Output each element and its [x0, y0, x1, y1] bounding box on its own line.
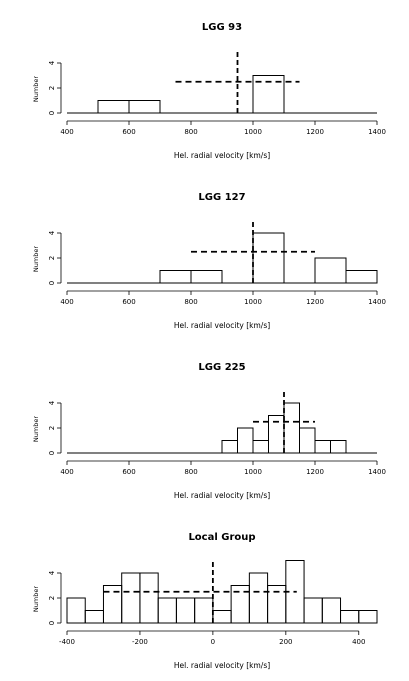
- y-tick-label: 4: [48, 400, 56, 405]
- chart-title: LGG 225: [198, 362, 245, 373]
- histogram-bar: [252, 232, 285, 284]
- x-axis-label: Hel. radial velocity [km/s]: [174, 491, 270, 500]
- histogram-bar: [299, 427, 316, 454]
- y-tick-label: 0: [48, 451, 56, 455]
- x-tick-label: 1200: [306, 468, 324, 476]
- x-tick-label: -200: [132, 638, 148, 646]
- histogram-bar: [303, 597, 323, 624]
- x-tick-label: 1000: [244, 128, 262, 136]
- x-tick-label: 600: [122, 128, 135, 136]
- x-tick-label: 1400: [368, 468, 386, 476]
- y-tick-label: 2: [48, 426, 56, 430]
- histogram-bar: [97, 100, 130, 114]
- x-tick-label: 1200: [306, 128, 324, 136]
- chart-title: LGG 93: [202, 22, 242, 33]
- x-tick-label: 600: [122, 298, 135, 306]
- x-tick-label: 400: [60, 468, 73, 476]
- histogram-bar: [128, 100, 161, 114]
- histogram-bar: [314, 257, 347, 284]
- histogram-bar: [283, 402, 300, 454]
- histogram-bar: [221, 440, 238, 454]
- histogram-bar: [248, 572, 269, 624]
- y-tick-label: 0: [48, 281, 56, 285]
- histogram-bar: [340, 610, 360, 624]
- histogram-panel-2: LGG 127 0 2 4 Number 400 600 800 1000 1200 1400 Hel…: [32, 192, 386, 330]
- y-tick-label: 4: [48, 60, 56, 65]
- x-tick-label: 600: [122, 468, 135, 476]
- y-tick-label: 4: [48, 570, 56, 575]
- histogram-bar: [139, 572, 159, 624]
- histogram-bar: [321, 597, 342, 624]
- x-tick-label: 200: [279, 638, 292, 646]
- x-tick-label: 400: [60, 298, 73, 306]
- x-tick-label: 800: [184, 298, 197, 306]
- x-axis-label: Hel. radial velocity [km/s]: [174, 151, 270, 160]
- y-tick-label: 2: [48, 86, 56, 90]
- histogram-panel-4: Local Group 0 2 4 Number -400 -200 0 200 400 Hel. …: [32, 532, 378, 670]
- chart-title: Local Group: [188, 532, 255, 543]
- x-tick-label: 1200: [306, 298, 324, 306]
- y-axis-label: Number: [32, 76, 40, 102]
- y-axis-label: Number: [32, 246, 40, 272]
- histogram-bar: [84, 610, 104, 624]
- histogram-bar: [345, 270, 378, 284]
- histogram-bar: [330, 440, 347, 454]
- x-tick-label: 800: [184, 128, 197, 136]
- histogram-bar: [159, 270, 192, 284]
- x-axis-label: Hel. radial velocity [km/s]: [174, 321, 270, 330]
- x-tick-label: 400: [352, 638, 365, 646]
- y-tick-label: 2: [48, 596, 56, 600]
- x-tick-label: -400: [59, 638, 75, 646]
- x-tick-label: 0: [211, 638, 215, 646]
- y-tick-label: 2: [48, 256, 56, 260]
- histogram-bar: [358, 610, 378, 624]
- y-tick-label: 0: [48, 111, 56, 115]
- y-axis-label: Number: [32, 416, 40, 442]
- histogram-bar: [194, 597, 214, 624]
- histogram-bar: [237, 427, 254, 454]
- y-tick-label: 0: [48, 621, 56, 625]
- x-axis-label: Hel. radial velocity [km/s]: [174, 661, 270, 670]
- histogram-bar: [190, 270, 223, 284]
- histogram-panel-3: LGG 225 0 2 4 Number 400 600 800 1000 1200 1400 Hel…: [32, 362, 386, 500]
- y-tick-label: 4: [48, 230, 56, 235]
- x-tick-label: 800: [184, 468, 197, 476]
- chart-title: LGG 127: [198, 192, 245, 203]
- x-tick-label: 400: [60, 128, 73, 136]
- x-tick-label: 1400: [368, 298, 386, 306]
- histogram-bar: [121, 572, 141, 624]
- x-tick-label: 1000: [244, 298, 262, 306]
- histogram-bar: [212, 610, 232, 624]
- y-axis-label: Number: [32, 586, 40, 612]
- histogram-bar: [66, 597, 86, 624]
- x-tick-label: 1000: [244, 468, 262, 476]
- histogram-panel-1: LGG 93 0 2 4 Number 400 600 800 1000 1200 1400 Hel.…: [32, 22, 386, 160]
- x-tick-label: 1400: [368, 128, 386, 136]
- histogram-bar: [314, 440, 331, 454]
- histogram-bar: [157, 597, 177, 624]
- histogram-bar: [175, 597, 196, 624]
- histogram-bar: [252, 440, 269, 454]
